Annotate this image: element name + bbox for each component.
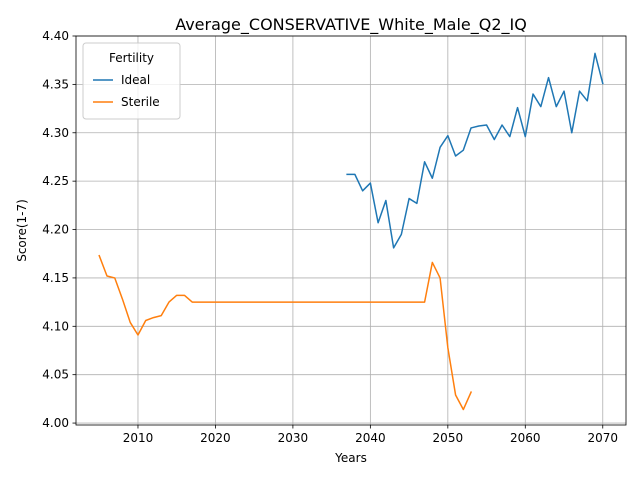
y-tick-label: 4.25 (42, 174, 69, 188)
x-tick-label: 2060 (510, 431, 541, 445)
y-tick-label: 4.00 (42, 416, 69, 430)
legend-box (82, 42, 181, 120)
y-tick-label: 4.10 (42, 319, 69, 333)
y-tick-label: 4.30 (42, 126, 69, 140)
y-axis-ticks: 4.00 4.05 4.10 4.15 4.20 4.25 4.30 4.35 4.40 (42, 29, 76, 430)
plot-frame (75, 35, 627, 426)
x-tick-label: 2020 (200, 431, 231, 445)
legend-title: Fertility (109, 51, 154, 65)
y-tick-label: 4.15 (42, 271, 69, 285)
legend: Fertility Ideal Sterile (82, 42, 181, 120)
series-line-ideal (346, 52, 604, 249)
y-tick-label: 4.35 (42, 77, 69, 91)
series-line-sterile (98, 254, 473, 411)
x-tick-label: 2040 (355, 431, 386, 445)
y-axis-label: Score(1-7) (15, 199, 29, 262)
x-tick-label: 2070 (587, 431, 618, 445)
x-tick-label: 2050 (433, 431, 464, 445)
legend-label-sterile: Sterile (121, 95, 160, 109)
chart-title: Average_CONSERVATIVE_White_Male_Q2_IQ (175, 15, 527, 35)
x-axis-label: Years (334, 451, 367, 465)
y-tick-label: 4.40 (42, 29, 69, 43)
y-tick-label: 4.20 (42, 223, 69, 237)
x-tick-label: 2010 (123, 431, 154, 445)
series-lines (98, 52, 604, 411)
x-tick-label: 2030 (278, 431, 309, 445)
legend-label-ideal: Ideal (121, 73, 150, 87)
x-axis-ticks: 2010 2020 2030 2040 2050 2060 2070 (123, 425, 618, 445)
y-tick-label: 4.05 (42, 368, 69, 382)
grid-lines (76, 35, 626, 425)
